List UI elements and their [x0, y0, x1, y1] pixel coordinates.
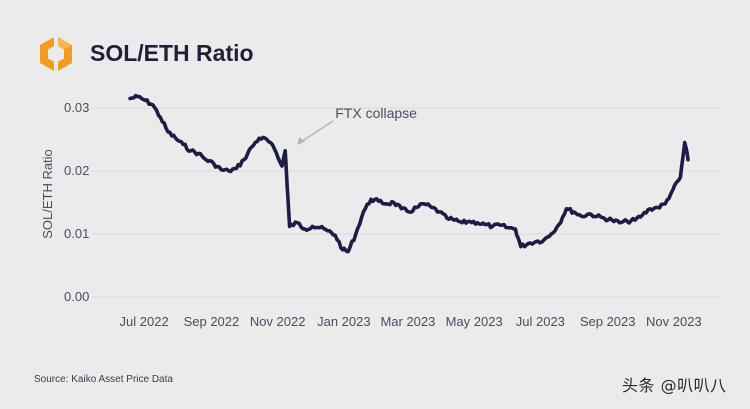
annotation-arrow-icon	[297, 136, 306, 145]
chart-grid	[92, 107, 720, 298]
y-tick-label: 0.00	[64, 289, 89, 304]
series-line-sol-eth	[128, 93, 690, 254]
x-tick-label: Jan 2023	[317, 314, 371, 329]
x-tick-label: May 2023	[446, 314, 503, 329]
kaiko-logo-icon	[40, 34, 72, 74]
source-note: Source: Kaiko Asset Price Data	[34, 374, 173, 385]
x-tick-label: Sep 2022	[184, 314, 240, 329]
annotation-ftx-collapse: FTX collapse	[297, 105, 417, 145]
annotation-arrow-line	[300, 120, 334, 143]
y-tick-label: 0.01	[64, 226, 89, 241]
page-title: SOL/ETH Ratio	[90, 40, 254, 66]
x-tick-label: Nov 2023	[646, 314, 702, 329]
y-tick-label: 0.02	[64, 163, 89, 178]
x-tick-label: Mar 2023	[380, 314, 435, 329]
x-tick-label: Jul 2022	[120, 314, 169, 329]
annotation-label: FTX collapse	[335, 105, 417, 121]
y-tick-label: 0.03	[64, 100, 89, 115]
y-axis-label: SOL/ETH Ratio	[40, 149, 55, 239]
x-tick-label: Sep 2023	[580, 314, 636, 329]
x-tick-label: Jul 2023	[516, 314, 565, 329]
y-axis-ticks: 0.03 0.02 0.01 0.00	[64, 100, 89, 304]
x-tick-label: Nov 2022	[250, 314, 306, 329]
watermark-text: 头条 @叭叭八	[622, 376, 727, 395]
x-axis-ticks: Jul 2022 Sep 2022 Nov 2022 Jan 2023 Mar 2023…	[120, 314, 702, 329]
